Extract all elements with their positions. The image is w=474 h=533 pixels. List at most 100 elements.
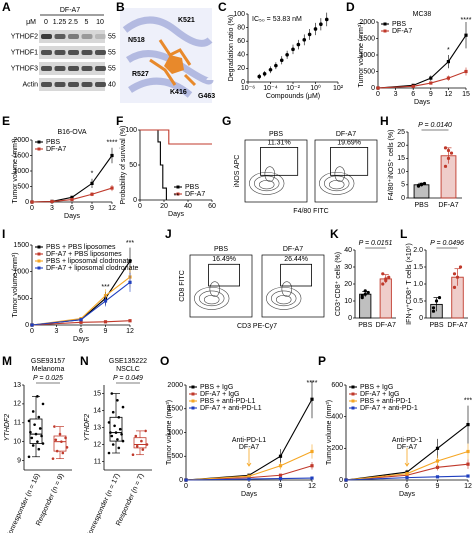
series-marker <box>405 472 409 476</box>
y-axis-label: Tumor volume (mm³) <box>12 138 19 203</box>
legend-marker <box>191 406 195 410</box>
dot <box>110 392 114 395</box>
series-marker <box>411 84 415 88</box>
dose-label: 0 <box>44 19 48 26</box>
dot <box>29 430 32 434</box>
dot <box>51 457 55 460</box>
y-axis-label: Tumor volume (mm³) <box>12 252 19 317</box>
blot-band <box>54 82 66 87</box>
blot-row-label: YTHDF3 <box>11 65 38 72</box>
flow-contour <box>254 175 280 192</box>
series-marker <box>464 33 468 37</box>
dot <box>41 402 45 406</box>
x-tick-label: 12 <box>445 91 453 98</box>
flow-xlabel: F4/80 FITC <box>293 208 328 215</box>
series-marker <box>466 474 470 478</box>
x-tick-label: 12 <box>126 328 134 335</box>
panel-letter: H <box>380 114 389 128</box>
blot-band <box>41 66 52 71</box>
legend-marker <box>383 29 387 33</box>
x-tick-label: 9 <box>90 205 94 212</box>
y-tick-label: 500 <box>363 68 375 75</box>
dot <box>360 294 364 298</box>
significance: **** <box>461 17 472 24</box>
series-marker <box>110 153 114 158</box>
dot <box>30 436 34 440</box>
treatment-label: DF-A7 <box>239 444 259 451</box>
dot <box>113 424 116 428</box>
y-tick-label: 2000 <box>167 382 183 389</box>
y-axis-label: YTHDF2 <box>4 414 11 441</box>
panel-letter: B <box>116 0 125 14</box>
dot <box>431 306 436 310</box>
y-tick-label: 0 <box>371 85 375 92</box>
dot <box>443 146 448 150</box>
x-axis-label: Days <box>73 336 89 343</box>
x-tick-label: 0 <box>30 205 34 212</box>
structure-image <box>120 8 214 103</box>
y-tick-label: 10 <box>344 298 352 305</box>
series-marker <box>90 181 94 185</box>
dot <box>31 410 35 413</box>
series-marker <box>466 462 470 466</box>
series-marker <box>446 76 450 80</box>
dot <box>452 272 457 276</box>
blot-band <box>81 50 93 55</box>
dot <box>107 451 111 455</box>
panel-letter: P <box>318 354 326 368</box>
series-line <box>377 34 467 89</box>
dose-label: 10 <box>96 19 104 26</box>
y-tick-label: 200 <box>331 445 343 452</box>
dot <box>121 439 125 443</box>
dot <box>387 275 391 279</box>
series-line <box>31 281 131 326</box>
x-tick-label: 9 <box>104 328 108 335</box>
dot <box>27 419 31 423</box>
dot <box>141 448 145 451</box>
blot-band <box>41 50 52 55</box>
y-tick-label: 12 <box>13 401 21 408</box>
residue-label: N518 <box>128 37 145 44</box>
y-tick-label: 11 <box>94 458 101 465</box>
dot <box>65 446 69 449</box>
dot <box>363 289 367 293</box>
x-tick-label: 0 <box>30 328 34 335</box>
series-line <box>185 450 313 481</box>
y-tick-label: 25 <box>397 129 405 136</box>
dot <box>116 399 119 402</box>
ligand <box>149 39 197 87</box>
legend-label: PBS + liposomal clodronate <box>46 258 132 265</box>
flow-contour <box>194 286 230 310</box>
x-tick-label: 10⁻⁴ <box>263 85 278 92</box>
category-label: Responder (n = 7) <box>115 473 145 527</box>
y-tick-label: 30 <box>344 264 352 271</box>
category-label: PBS <box>429 322 443 329</box>
category-label: DF-A7 <box>376 322 396 329</box>
y-axis-label: Tumor volume (mm³) <box>326 400 333 465</box>
flow-ylabel: CD8 FITC <box>179 270 186 302</box>
dot <box>41 442 45 445</box>
series-marker <box>70 197 74 202</box>
series-marker <box>103 299 108 303</box>
ligand-ring <box>164 55 184 74</box>
legend-label: DF-A7 <box>185 191 205 198</box>
flow-contour <box>334 166 346 182</box>
flow-ylabel: iNOS APC <box>234 155 241 188</box>
significance: * <box>91 171 94 178</box>
flow-xlabel: CD3 PE-Cy7 <box>237 323 277 330</box>
series-line <box>140 129 212 145</box>
chart-title: MC38 <box>413 11 432 18</box>
significance: * <box>447 47 450 54</box>
x-axis-label: Days <box>414 99 430 106</box>
treatment-arrow <box>404 448 410 467</box>
y-axis-label: IFN-γ⁺CD8⁺ T cells (×10⁵) <box>406 243 413 325</box>
y-tick-label: 80 <box>237 24 245 31</box>
box <box>29 418 43 444</box>
blot-title: DF-A7 <box>60 7 80 14</box>
blot-band <box>81 82 93 87</box>
panel-letter: A <box>2 0 11 14</box>
point <box>302 38 307 42</box>
blot-band <box>68 66 79 71</box>
treatment-label: Anti-PD-L1 <box>232 437 266 444</box>
